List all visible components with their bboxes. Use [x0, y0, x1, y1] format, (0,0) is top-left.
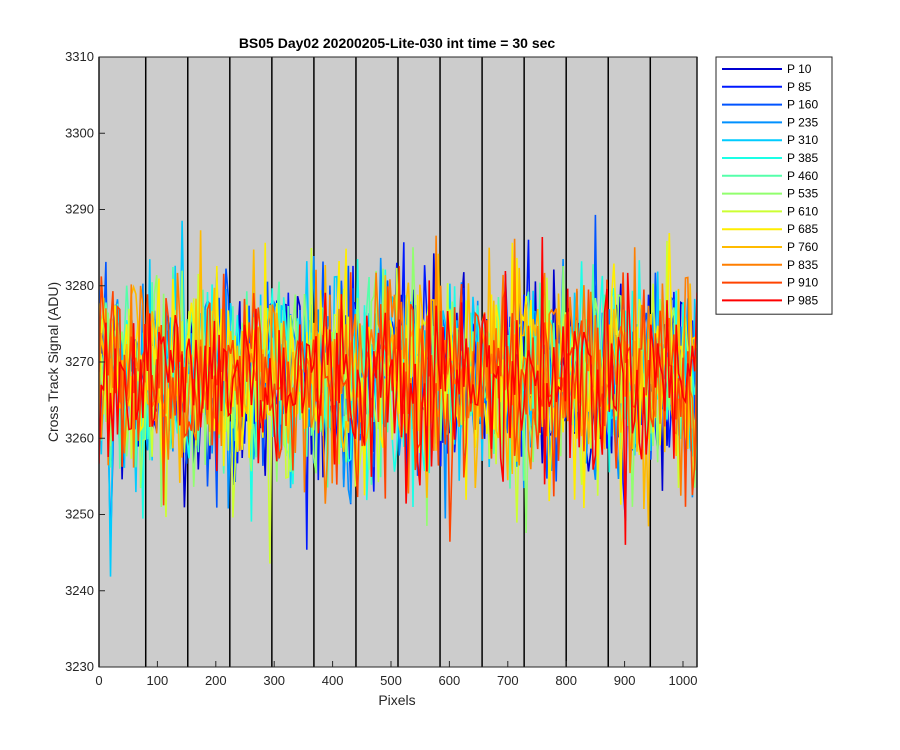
- x-tick-label: 1000: [669, 673, 698, 688]
- x-tick-label: 500: [380, 673, 402, 688]
- legend-label: P 460: [787, 169, 818, 183]
- y-tick-label: 3310: [65, 49, 94, 64]
- x-tick-label: 0: [95, 673, 102, 688]
- y-tick-label: 3240: [65, 583, 94, 598]
- x-tick-label: 100: [147, 673, 169, 688]
- legend-label: P 160: [787, 98, 818, 112]
- y-tick-label: 3290: [65, 202, 94, 217]
- x-tick-label: 200: [205, 673, 227, 688]
- y-tick-label: 3270: [65, 354, 94, 369]
- legend: P 10 P 85 P 160 P 235 P 310 P 385 P 460 P 535 P …: [715, 56, 833, 315]
- x-tick-label: 400: [322, 673, 344, 688]
- series-line: [99, 266, 697, 542]
- x-axis-label: Pixels: [378, 692, 415, 708]
- legend-label: P 385: [787, 151, 818, 165]
- y-axis: 3230 3240 3250 3260 3270 3280 3290 3300 3310: [65, 49, 105, 674]
- legend-box: [715, 56, 833, 315]
- legend-label: P 10: [787, 62, 812, 76]
- legend-label: P 610: [787, 204, 818, 218]
- y-tick-label: 3230: [65, 659, 94, 674]
- y-tick-label: 3280: [65, 278, 94, 293]
- legend-label: P 760: [787, 240, 818, 254]
- x-tick-label: 900: [614, 673, 636, 688]
- legend-label: P 685: [787, 222, 818, 236]
- series-line: [99, 236, 697, 545]
- x-tick-label: 800: [555, 673, 577, 688]
- legend-label: P 310: [787, 133, 818, 147]
- x-tick-label: 600: [439, 673, 461, 688]
- y-tick-label: 3300: [65, 125, 94, 140]
- legend-label: P 835: [787, 258, 818, 272]
- x-tick-label: 300: [263, 673, 285, 688]
- chart-title: BS05 Day02 20200205-Lite-030 int time = …: [239, 35, 556, 51]
- x-tick-label: 700: [497, 673, 519, 688]
- legend-label: P 910: [787, 276, 818, 290]
- x-axis: 0 100 200 300 400 500 600 700 800 900 1000: [95, 661, 697, 688]
- legend-label: P 85: [787, 80, 812, 94]
- y-tick-label: 3250: [65, 507, 94, 522]
- y-tick-label: 3260: [65, 430, 94, 445]
- legend-label: P 535: [787, 187, 818, 201]
- legend-label: P 985: [787, 293, 818, 307]
- series-group: [99, 214, 697, 577]
- y-axis-label: Cross Track Signal (ADU): [45, 282, 61, 442]
- legend-label: P 235: [787, 115, 818, 129]
